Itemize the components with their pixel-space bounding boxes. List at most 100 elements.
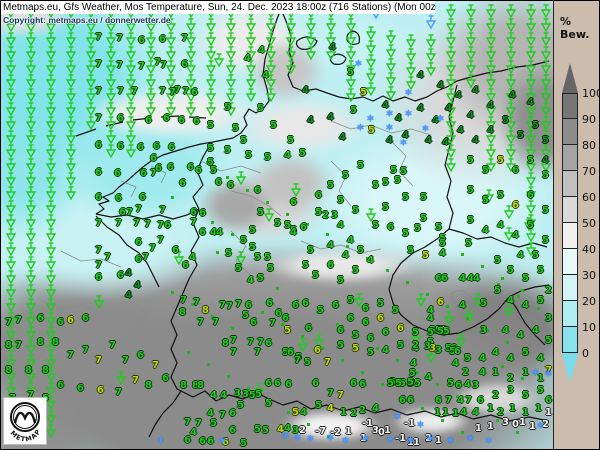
- country-borders: [40, 8, 550, 438]
- station-temperature-value: 5: [482, 195, 489, 206]
- grid-arrow-icon: [386, 44, 396, 58]
- station-temperature-value: 1: [413, 437, 420, 448]
- station-temperature-value: 6: [82, 313, 89, 324]
- station-temperature-value: 7: [254, 347, 261, 358]
- station-temperature-value: 6: [193, 116, 200, 127]
- station-temperature-value: 6: [95, 167, 102, 178]
- station-temperature-value: 4: [509, 90, 516, 101]
- grid-arrow-icon: [226, 60, 236, 74]
- station-temperature-value: 6: [435, 395, 442, 406]
- station-temperature-value: 5: [284, 220, 291, 231]
- station-temperature-value: 4: [189, 252, 196, 263]
- station-dot: [506, 341, 509, 344]
- station-dot: [481, 265, 484, 268]
- grid-arrow-icon: [416, 293, 426, 307]
- station-temperature-value: 5: [402, 228, 409, 239]
- grid-arrow-icon: [46, 298, 56, 312]
- station-dot: [251, 245, 254, 248]
- grid-arrow-icon: [26, 242, 36, 256]
- station-temperature-value: 2: [462, 367, 469, 378]
- grid-arrow-icon: [6, 228, 16, 242]
- station-temperature-value: 4: [402, 130, 409, 141]
- station-temperature-value: 6: [207, 436, 214, 447]
- station-dot: [416, 371, 419, 374]
- grid-arrow-icon: [66, 60, 76, 74]
- station-temperature-value: 6: [162, 373, 169, 384]
- grid-arrow-icon: [366, 68, 376, 82]
- station-temperature-value: 5: [407, 377, 414, 388]
- station-temperature-value: 7: [157, 220, 164, 231]
- station-temperature-value: 4: [479, 367, 486, 378]
- colorbar-arrow-top: [562, 63, 578, 93]
- colorbar-tick-label: 0: [582, 347, 589, 360]
- station-temperature-value: 7: [82, 345, 89, 356]
- station-temperature-value: 5: [439, 233, 446, 244]
- station-temperature-value: -1: [404, 418, 416, 429]
- snow-asterisk-icon: *: [367, 114, 374, 129]
- station-temperature-value: 7: [126, 207, 133, 218]
- station-temperature-value: 4: [455, 90, 462, 101]
- grid-arrow-icon: [486, 46, 496, 60]
- station-temperature-value: 6: [437, 297, 444, 308]
- snow-asterisk-icon: *: [407, 436, 414, 450]
- station-temperature-value: 5: [517, 130, 524, 141]
- station-temperature-value: 5: [347, 67, 354, 78]
- station-temperature-value: 7: [219, 300, 226, 311]
- station-temperature-value: 3: [331, 210, 338, 221]
- station-temperature-value: 5: [302, 260, 309, 271]
- station-temperature-value: 4: [417, 70, 424, 81]
- grid-arrow-icon: [26, 32, 36, 46]
- grid-arrow-icon: [46, 32, 56, 46]
- station-temperature-value: 1: [360, 433, 367, 444]
- station-temperature-value: 5: [347, 295, 354, 306]
- station-temperature-value: 7: [154, 57, 161, 68]
- station-temperature-value: 2: [497, 407, 504, 418]
- grid-arrow-icon: [386, 72, 396, 86]
- grid-arrow-icon: [286, 60, 296, 74]
- grid-arrow-icon: [346, 18, 356, 32]
- grid-arrow-icon: [26, 298, 36, 312]
- station-temperature-value: 1: [529, 421, 536, 432]
- grid-arrow-icon: [6, 186, 16, 200]
- grid-arrow-icon: [46, 200, 56, 214]
- station-temperature-value: 0: [378, 427, 385, 438]
- grid-arrow-icon: [486, 144, 496, 158]
- snow-asterisk-icon: *: [157, 436, 164, 450]
- station-dot: [187, 351, 190, 354]
- grid-arrow-icon: [486, 4, 496, 18]
- grid-arrow-icon: [446, 88, 456, 102]
- grid-arrow-icon: [526, 46, 536, 60]
- station-temperature-value: 5: [299, 148, 306, 159]
- station-temperature-value: 5: [264, 152, 271, 163]
- grid-arrow-icon: [426, 15, 436, 29]
- colorbar-tick-label: 30: [582, 269, 596, 282]
- station-temperature-value: 6: [163, 113, 170, 124]
- grid-arrow-icon: [26, 116, 36, 130]
- station-temperature-value: 6: [229, 425, 236, 436]
- station-temperature-value: 5: [225, 248, 232, 259]
- station-temperature-value: 5: [240, 135, 247, 146]
- station-temperature-value: 6: [57, 380, 64, 391]
- station-temperature-value: 4: [307, 115, 314, 126]
- station-temperature-value: 6: [292, 300, 299, 311]
- station-dot: [476, 407, 479, 410]
- station-temperature-value: 7: [27, 390, 34, 401]
- snow-asterisk-icon: *: [427, 434, 434, 449]
- station-temperature-value: 6: [137, 350, 144, 361]
- station-dot: [376, 347, 379, 350]
- grid-arrow-icon: [506, 18, 516, 32]
- station-temperature-value: 6: [315, 190, 322, 201]
- station-temperature-value: 5: [372, 180, 379, 191]
- grid-arrow-icon: [6, 130, 16, 144]
- station-temperature-value: 2: [412, 340, 419, 351]
- grid-arrow-icon: [106, 60, 116, 74]
- station-temperature-value: 6: [168, 142, 175, 153]
- grid-arrow-icon: [246, 32, 256, 46]
- station-temperature-value: 5: [352, 330, 359, 341]
- grid-arrow-icon: [26, 200, 36, 214]
- grid-arrow-icon: [166, 60, 176, 74]
- grid-arrow-icon: [186, 46, 196, 60]
- station-temperature-value: 4: [507, 295, 514, 306]
- station-dot: [541, 389, 544, 392]
- grid-arrow-icon: [146, 88, 156, 102]
